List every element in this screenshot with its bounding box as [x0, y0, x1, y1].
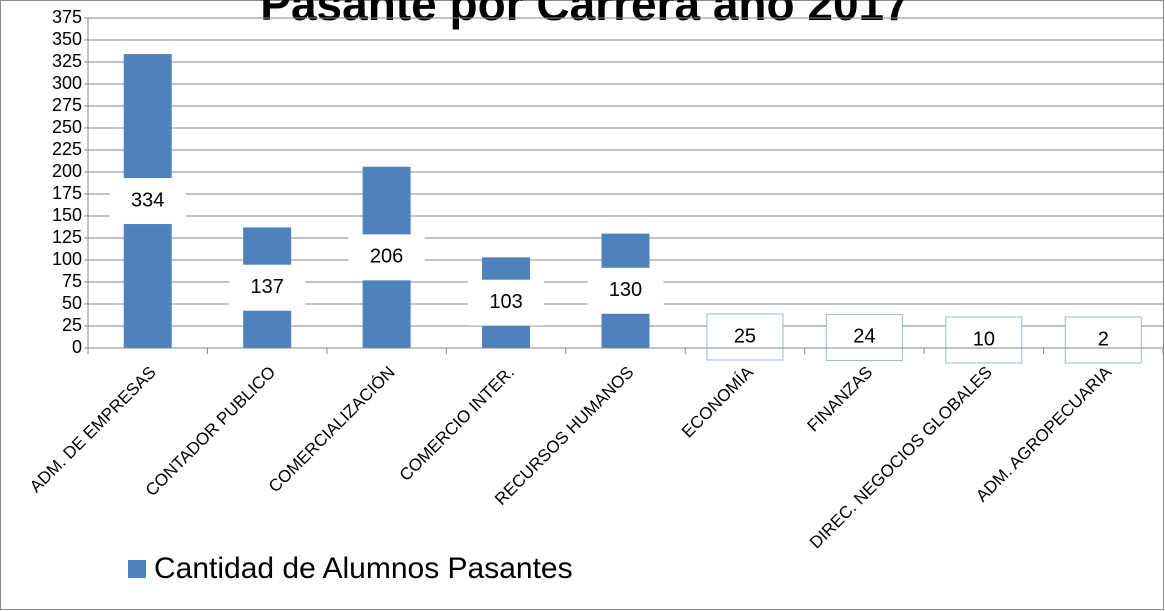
- data-label-box: [587, 267, 664, 314]
- y-tick-label: 300: [52, 73, 82, 93]
- data-label: 334: [131, 189, 164, 211]
- data-label-box: [348, 234, 425, 281]
- legend-swatch: [128, 560, 146, 578]
- y-tick-label: 25: [62, 315, 82, 335]
- x-tick-label: COMERCIO INTER.: [396, 363, 518, 485]
- legend-label: Cantidad de Alumnos Pasantes: [154, 552, 573, 585]
- data-label-box: [109, 178, 186, 225]
- y-tick-label: 225: [52, 139, 82, 159]
- y-tick-label: 175: [52, 183, 82, 203]
- x-tick-label: ADM. AGROPECUARIA: [972, 362, 1115, 505]
- y-tick-label: 325: [52, 51, 82, 71]
- y-tick-label: 0: [72, 337, 82, 357]
- data-label: 206: [370, 246, 403, 268]
- y-tick-label: 125: [52, 227, 82, 247]
- data-label: 10: [973, 328, 995, 350]
- data-label-box: [468, 279, 545, 326]
- y-tick-label: 275: [52, 95, 82, 115]
- y-tick-label: 50: [62, 293, 82, 313]
- data-label: 24: [853, 326, 875, 348]
- data-label: 25: [734, 325, 756, 347]
- y-tick-label: 250: [52, 117, 82, 137]
- data-label: 103: [489, 291, 522, 313]
- data-label-box: [825, 313, 903, 361]
- data-label: 130: [609, 279, 642, 301]
- x-tick-label: CONTADOR PUBLICO: [142, 363, 279, 500]
- x-tick-label: ECONOMÍA: [678, 362, 757, 441]
- data-label-box: [229, 264, 306, 311]
- y-tick-label: 350: [52, 29, 82, 49]
- data-label-box: [1064, 316, 1142, 364]
- y-tick-label: 100: [52, 249, 82, 269]
- x-tick-label: ADM. DE EMPRESAS: [26, 363, 160, 497]
- y-tick-label: 200: [52, 161, 82, 181]
- data-label: 137: [250, 276, 283, 298]
- x-tick-label: FINANZAS: [804, 363, 877, 436]
- data-label: 2: [1098, 328, 1109, 350]
- data-label-box: [706, 313, 784, 361]
- x-tick-label: COMERCIALIZACIÓN: [265, 363, 399, 497]
- y-tick-label: 75: [62, 271, 82, 291]
- x-tick-label: RECURSOS HUMANOS: [491, 363, 637, 509]
- y-tick-label: 375: [52, 7, 82, 27]
- chart-title: Pasante por Carrera año 2017: [260, 0, 909, 30]
- data-label-box: [945, 316, 1023, 364]
- y-tick-label: 150: [52, 205, 82, 225]
